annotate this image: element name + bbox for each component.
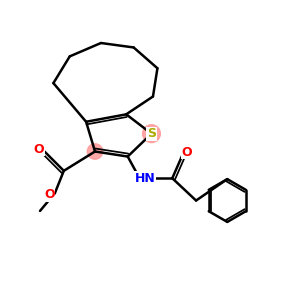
Circle shape	[142, 125, 160, 142]
Text: O: O	[44, 188, 55, 201]
Text: S: S	[147, 127, 156, 140]
Circle shape	[87, 144, 103, 159]
Text: O: O	[182, 146, 193, 159]
Text: HN: HN	[135, 172, 155, 185]
Text: O: O	[34, 142, 44, 156]
